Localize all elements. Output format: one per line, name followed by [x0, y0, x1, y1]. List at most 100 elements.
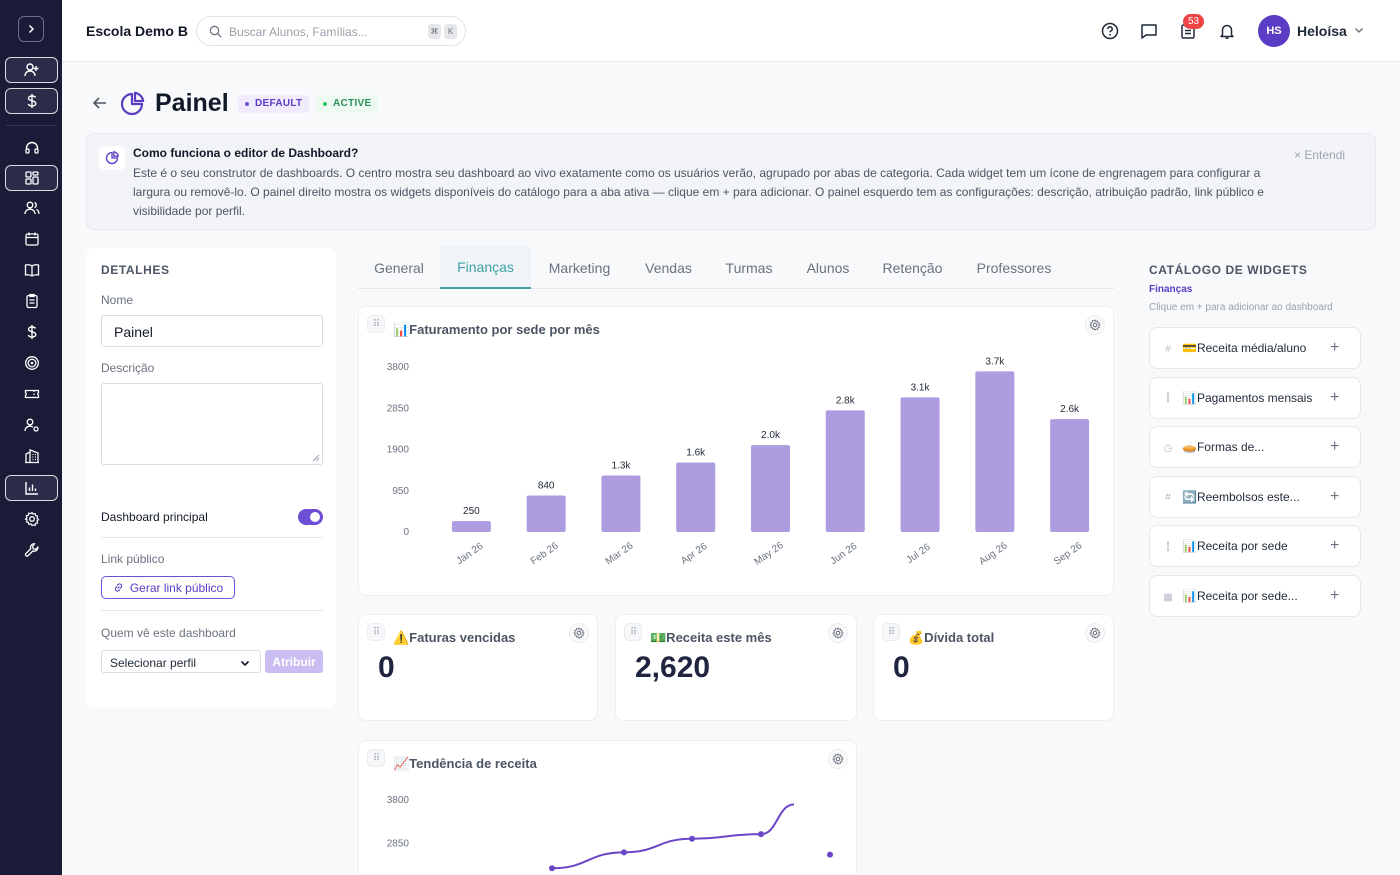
- nav-tickets[interactable]: [5, 381, 58, 407]
- shortcut-key-cmd: ⌘: [428, 24, 441, 39]
- notifications-button[interactable]: [1216, 20, 1238, 42]
- generate-public-link-button[interactable]: Gerar link público: [101, 576, 235, 599]
- data-label: 840: [538, 481, 555, 492]
- widget-title: ⚠️Faturas vencidas: [393, 630, 516, 645]
- widget-settings-button[interactable]: [828, 749, 848, 769]
- tab-vendas[interactable]: Vendas: [645, 259, 692, 276]
- y-tick-label: 2850: [387, 403, 410, 414]
- resize-handle-icon[interactable]: [312, 454, 320, 462]
- x-tick-label: May 26: [752, 540, 786, 568]
- widget-type-icon: ◷: [1163, 442, 1173, 454]
- name-field[interactable]: Painel: [101, 315, 323, 347]
- bar: [1050, 419, 1090, 532]
- avatar[interactable]: HS: [1258, 15, 1290, 47]
- drag-handle[interactable]: ⠿: [624, 623, 642, 641]
- help-button[interactable]: [1099, 20, 1121, 42]
- data-label: 3.1k: [911, 382, 931, 393]
- nav-buildings[interactable]: [5, 443, 58, 469]
- gear-icon: [832, 627, 844, 639]
- nav-dashboard[interactable]: [5, 165, 58, 191]
- y-tick-label: 1900: [387, 445, 410, 456]
- book-open-icon: [24, 264, 39, 277]
- catalog-item-label: 🥧Formas de...: [1182, 440, 1265, 455]
- nav-support[interactable]: [5, 135, 58, 161]
- tab-marketing[interactable]: Marketing: [548, 259, 611, 276]
- nav-settings[interactable]: [5, 506, 58, 532]
- add-widget-icon[interactable]: +: [1330, 339, 1340, 356]
- nav-tools[interactable]: [5, 537, 58, 563]
- nav-users[interactable]: [5, 195, 58, 221]
- tab-professores[interactable]: Professores: [976, 259, 1052, 276]
- back-arrow-icon[interactable]: [91, 94, 109, 112]
- drag-handle[interactable]: ⠿: [882, 623, 900, 641]
- nav-finance-quick[interactable]: [5, 88, 58, 114]
- nav-finance[interactable]: [5, 319, 58, 345]
- y-tick-label: 3800: [387, 795, 410, 806]
- widget-settings-button[interactable]: [1085, 315, 1105, 335]
- add-widget-icon[interactable]: +: [1330, 388, 1340, 406]
- x-tick-label: Aug 26: [977, 540, 1010, 567]
- tab-retencao[interactable]: Retenção: [882, 259, 943, 276]
- dismiss-button[interactable]: × Entendi: [1294, 148, 1346, 162]
- revenue-bar-chart: 3800 2850 1900 950 0 250 Jan 26 840 Feb 26 1.3k Ma…: [387, 356, 1090, 568]
- info-body: Este é o seu construtor de dashboards. O…: [133, 166, 1264, 218]
- revenue-trend-widget: ⠿ 📈Tendência de receita 3800 2850: [358, 740, 857, 875]
- description-field[interactable]: [101, 383, 323, 465]
- x-tick-label: Feb 26: [529, 540, 561, 567]
- widget-settings-button[interactable]: [828, 623, 848, 643]
- who-sees-label: Quem vê este dashboard: [101, 626, 236, 640]
- chevron-down-icon[interactable]: [1353, 24, 1365, 36]
- tab-financas[interactable]: Finanças: [440, 246, 531, 289]
- principal-toggle[interactable]: [298, 509, 323, 525]
- user-name[interactable]: Heloísa: [1297, 23, 1347, 39]
- generate-public-link-label: Gerar link público: [129, 580, 224, 595]
- revenue-this-month-widget: ⠿ 💵Receita este mês 2,620: [615, 614, 857, 721]
- name-value: Painel: [114, 324, 153, 340]
- nav-calendar[interactable]: [5, 226, 58, 252]
- nav-user-settings[interactable]: [5, 412, 58, 438]
- catalog-item-label: 💳Receita média/aluno: [1182, 341, 1307, 355]
- profile-select[interactable]: Selecionar perfil: [101, 650, 261, 673]
- kpi-value: 2,620: [635, 651, 711, 684]
- add-widget-icon[interactable]: +: [1330, 438, 1340, 456]
- catalog-item[interactable]: # 🔄Reembolsos este... +: [1149, 475, 1361, 518]
- catalog-item[interactable]: ⫿ 📊Receita por sede +: [1149, 525, 1361, 568]
- nav-tasks[interactable]: [5, 288, 58, 314]
- x-tick-label: Jul 26: [905, 542, 934, 567]
- catalog-item[interactable]: ⫿ 📊Pagamentos mensais +: [1149, 376, 1361, 419]
- nav-courses[interactable]: [5, 257, 58, 283]
- drag-handle[interactable]: ⠿: [367, 623, 385, 641]
- expand-sidebar-button[interactable]: [18, 16, 44, 42]
- calendar-icon: [24, 232, 39, 246]
- messages-button[interactable]: [1138, 20, 1160, 42]
- widget-type-icon: #: [1165, 492, 1171, 504]
- add-widget-icon[interactable]: +: [1330, 587, 1340, 604]
- drag-handle[interactable]: ⠿: [367, 315, 385, 333]
- tab-general[interactable]: General: [374, 259, 424, 276]
- widget-settings-button[interactable]: [569, 623, 589, 643]
- y-tick-label: 0: [403, 527, 409, 538]
- tab-turmas[interactable]: Turmas: [725, 259, 773, 276]
- catalog-item[interactable]: ▦ 📊Receita por sede... +: [1149, 575, 1361, 617]
- default-badge: DEFAULT: [238, 95, 310, 113]
- add-widget-icon[interactable]: +: [1330, 537, 1340, 555]
- nav-goals[interactable]: [5, 350, 58, 376]
- data-label: 2.0k: [761, 430, 781, 441]
- assign-button[interactable]: Atribuir: [265, 650, 323, 673]
- nav-reports[interactable]: [5, 475, 58, 501]
- catalog-item[interactable]: # 💳Receita média/aluno +: [1149, 327, 1361, 369]
- tab-alunos[interactable]: Alunos: [806, 259, 850, 276]
- headset-icon: [24, 141, 39, 154]
- nav-add-user[interactable]: [5, 57, 58, 83]
- widget-title: 📊Faturamento por sede por mês: [393, 322, 600, 337]
- bar: [751, 445, 790, 532]
- drag-handle[interactable]: ⠿: [367, 749, 385, 767]
- data-point: [689, 835, 695, 842]
- widget-settings-button[interactable]: [1085, 623, 1105, 643]
- widget-type-icon: ⫿: [1166, 541, 1170, 553]
- catalog-item[interactable]: ◷ 🥧Formas de... +: [1149, 426, 1361, 469]
- search-box[interactable]: Buscar Alunos, Famílias... ⌘ K: [196, 16, 466, 46]
- search-input[interactable]: Buscar Alunos, Famílias...: [229, 25, 368, 39]
- add-widget-icon[interactable]: +: [1330, 487, 1340, 505]
- kpi-value: 0: [378, 651, 395, 684]
